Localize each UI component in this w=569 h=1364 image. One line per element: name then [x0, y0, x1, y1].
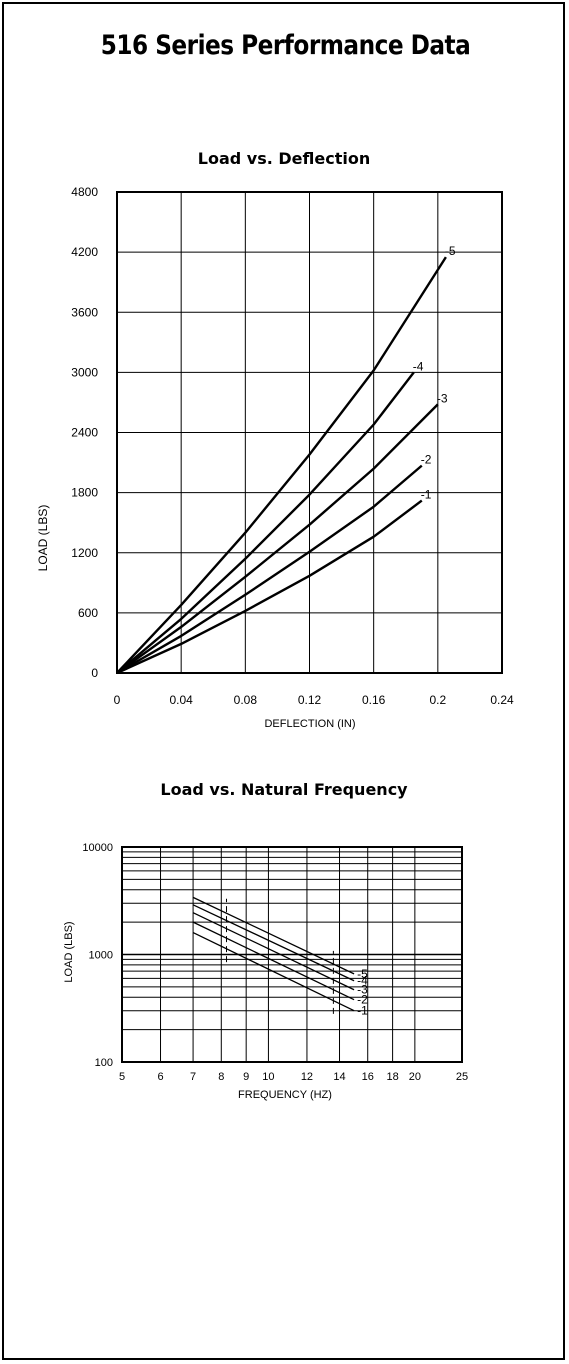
x-tick-label: 7	[190, 1071, 196, 1083]
series-label: -1	[421, 488, 432, 502]
x-tick-label: 14	[333, 1071, 345, 1083]
chart-title: Load vs. Deflection	[198, 149, 370, 168]
y-tick-label: 600	[78, 606, 98, 620]
y-tick-label: 1200	[71, 546, 98, 560]
series-label: -4	[413, 359, 424, 373]
series-line	[192, 912, 355, 991]
x-tick-label: 12	[301, 1071, 313, 1083]
series-label: -2	[421, 453, 432, 467]
y-tick-label: 1800	[71, 486, 98, 500]
x-tick-label: 10	[262, 1071, 274, 1083]
x-tick-label: 25	[456, 1071, 468, 1083]
series-line	[116, 403, 439, 674]
series-label: -4	[357, 974, 368, 988]
y-tick-label: 4200	[71, 245, 98, 259]
series-line	[116, 464, 423, 675]
y-tick-label: 10000	[82, 842, 113, 854]
series-line	[116, 371, 415, 674]
y-tick-label: 0	[91, 666, 98, 680]
x-tick-label: 0.24	[490, 693, 514, 707]
x-axis-label: FREQUENCY (HZ)	[238, 1089, 332, 1101]
y-tick-label: 3600	[71, 305, 98, 319]
series-label: -1	[357, 1004, 368, 1018]
y-tick-label: 100	[95, 1057, 113, 1069]
x-axis-label: DEFLECTION (IN)	[264, 718, 355, 730]
load-vs-deflection-chart: Load vs. Deflection DEFLECTION (IN) LOAD…	[36, 149, 514, 730]
x-tick-label: 20	[409, 1071, 421, 1083]
x-tick-label: 0.16	[362, 693, 386, 707]
series-line	[116, 499, 423, 675]
x-tick-label: 0.04	[169, 693, 193, 707]
y-axis-label: LOAD (LBS)	[36, 505, 50, 572]
x-tick-label: 0.08	[234, 693, 258, 707]
plot-area-border	[121, 846, 463, 1063]
series-label: -2	[357, 993, 368, 1007]
x-tick-label: 16	[362, 1071, 374, 1083]
load-vs-frequency-chart: Load vs. Natural Frequency FREQUENCY (HZ…	[63, 780, 468, 1101]
x-tick-label: 0.12	[298, 693, 322, 707]
plot-area-border	[116, 191, 503, 674]
x-tick-label: 0.2	[429, 693, 446, 707]
series-line	[192, 931, 355, 1012]
chart-title: Load vs. Natural Frequency	[160, 780, 408, 799]
y-tick-label: 4800	[71, 185, 98, 199]
y-tick-label: 3000	[71, 365, 98, 379]
series-line	[192, 921, 355, 1001]
x-tick-label: 6	[157, 1071, 163, 1083]
page-title: 516 Series Performance Data	[100, 30, 471, 61]
y-tick-label: 2400	[71, 426, 98, 440]
series-line	[192, 904, 355, 982]
series-line	[116, 256, 447, 674]
series-label: -3	[437, 391, 448, 405]
y-tick-label: 1000	[89, 950, 113, 962]
x-tick-label: 18	[386, 1071, 398, 1083]
series-label: -5	[445, 244, 456, 258]
x-tick-label: 9	[243, 1071, 249, 1083]
x-tick-label: 8	[218, 1071, 224, 1083]
series-line	[192, 896, 355, 975]
series-label: -3	[357, 983, 368, 997]
x-tick-label: 0	[114, 693, 121, 707]
series-label: -5	[357, 967, 368, 981]
y-axis-label: LOAD (LBS)	[63, 921, 75, 982]
x-tick-label: 5	[119, 1071, 125, 1083]
